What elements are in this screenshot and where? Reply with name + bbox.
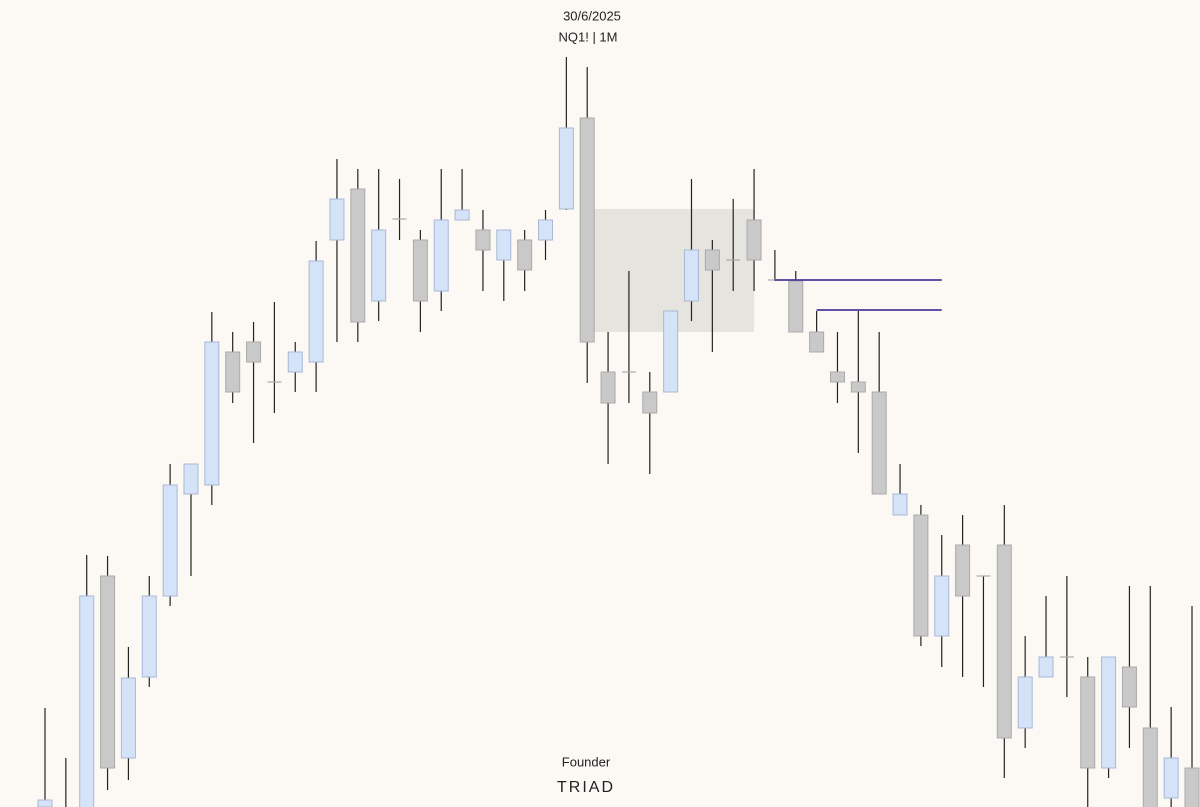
candle-body bbox=[892, 493, 908, 516]
candle-body bbox=[871, 391, 887, 495]
candle-body bbox=[955, 544, 971, 597]
candle-body bbox=[538, 219, 554, 241]
candle-body bbox=[308, 260, 324, 363]
candle-body bbox=[204, 341, 220, 486]
candle-body bbox=[642, 391, 658, 414]
footer-label: Founder bbox=[562, 754, 611, 769]
candle-body bbox=[517, 239, 533, 271]
candle-body bbox=[850, 381, 866, 393]
candle-body bbox=[1121, 666, 1137, 708]
candle-body bbox=[37, 799, 53, 807]
candle-body bbox=[120, 677, 136, 759]
footer-brand: TRIAD bbox=[557, 779, 615, 796]
candle-body bbox=[913, 514, 929, 637]
candle-body bbox=[1038, 656, 1054, 678]
candle-body bbox=[162, 484, 178, 597]
candle-body bbox=[663, 310, 679, 393]
candle-body bbox=[1184, 767, 1200, 807]
candle-body bbox=[600, 371, 616, 404]
candle-body bbox=[829, 371, 845, 383]
chart-subtitle: NQ1! | 1M bbox=[558, 29, 617, 44]
candle-body bbox=[412, 239, 428, 302]
candle-body bbox=[996, 544, 1012, 739]
candle-body bbox=[141, 595, 157, 678]
candle-body bbox=[100, 575, 116, 769]
candle-body bbox=[225, 351, 241, 393]
candle-body bbox=[454, 209, 470, 221]
candle-body bbox=[433, 219, 449, 292]
candle-body bbox=[704, 249, 720, 271]
candle-body bbox=[496, 229, 512, 261]
candle-body bbox=[183, 463, 199, 495]
plot-area bbox=[37, 57, 1200, 807]
candle-body bbox=[1163, 757, 1179, 799]
chart-title: 30/6/2025 bbox=[563, 8, 621, 23]
candle-body bbox=[79, 595, 95, 807]
candle-body bbox=[1101, 656, 1117, 769]
candle-body bbox=[788, 280, 804, 333]
candle-body bbox=[746, 219, 762, 261]
candle-body bbox=[371, 229, 387, 302]
candle-body bbox=[809, 331, 825, 353]
candle-body bbox=[1017, 676, 1033, 729]
candle-body bbox=[579, 117, 595, 343]
candle-body bbox=[350, 188, 366, 323]
candle-body bbox=[329, 198, 345, 241]
candle-body bbox=[1080, 676, 1096, 769]
candle-body bbox=[1142, 727, 1158, 807]
candle-body bbox=[934, 575, 950, 637]
candle-body bbox=[475, 229, 491, 251]
candle-body bbox=[246, 341, 262, 363]
candle-body bbox=[558, 127, 574, 210]
candle-body bbox=[683, 249, 699, 302]
candle-body bbox=[287, 351, 303, 373]
